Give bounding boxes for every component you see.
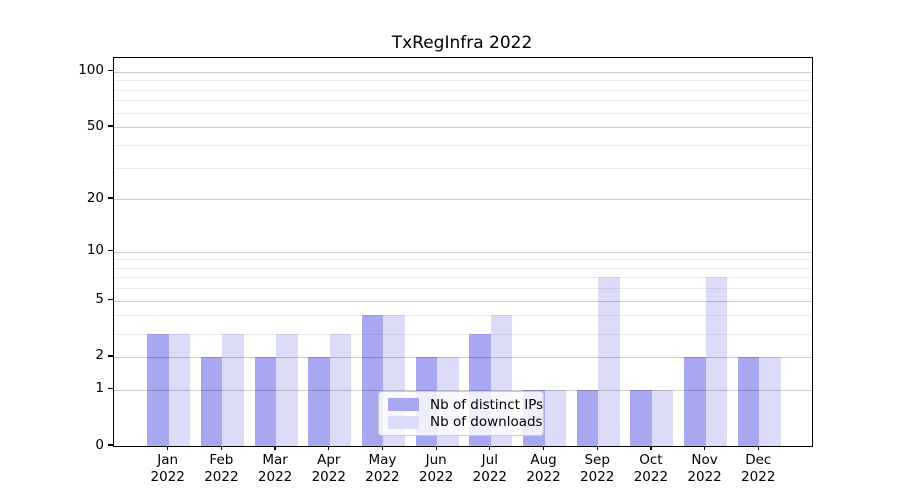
x-tick-mark (274, 445, 276, 450)
bar-downloads-feb (222, 333, 244, 446)
y-tick-mark (108, 299, 113, 301)
gridline-major (114, 356, 812, 358)
gridline-minor (114, 333, 812, 335)
bar-downloads-sep (598, 277, 620, 446)
bar-distinct-ips-dec (737, 356, 760, 446)
gridline-minor (114, 112, 812, 114)
x-tick-label: Nov 2022 (687, 452, 722, 485)
x-tick-mark (596, 445, 598, 450)
plot-area (113, 57, 813, 447)
bar-downloads-nov (705, 277, 728, 446)
x-tick-mark (757, 445, 759, 450)
legend-entry-distinct-ips: Nb of distinct IPs (388, 397, 543, 413)
x-tick-label: Jul 2022 (472, 452, 507, 485)
y-tick-mark (108, 125, 113, 127)
bar-downloads-oct (651, 389, 674, 446)
x-tick-label: Sep 2022 (580, 452, 615, 485)
y-tick-label: 100 (78, 62, 104, 79)
bar-downloads-apr (329, 333, 352, 446)
y-tick-label: 2 (95, 347, 104, 364)
x-tick-label: Oct 2022 (633, 452, 669, 485)
gridline-major (114, 71, 812, 73)
x-tick-mark (650, 445, 652, 450)
x-tick-label: Feb 2022 (204, 452, 239, 485)
gridline-major (114, 199, 812, 201)
x-tick-label: Jan 2022 (150, 452, 185, 485)
y-tick-mark (108, 197, 113, 199)
gridline-minor (114, 167, 812, 169)
legend-label-distinct-ips: Nb of distinct IPs (430, 396, 544, 413)
gridline-minor (114, 267, 812, 269)
x-tick-label: Aug 2022 (526, 452, 561, 485)
gridline-minor (114, 80, 812, 82)
y-tick-label: 5 (95, 291, 104, 308)
bar-distinct-ips-apr (308, 356, 330, 446)
y-tick-label: 20 (86, 189, 104, 206)
gridline-minor (114, 100, 812, 102)
gridline-minor (114, 315, 812, 317)
gridline-minor (114, 259, 812, 261)
legend-label-downloads: Nb of downloads (430, 414, 543, 431)
x-tick-label: Apr 2022 (311, 452, 346, 485)
y-tick-label: 0 (95, 436, 104, 453)
bar-downloads-aug (544, 389, 567, 446)
x-tick-label: Dec 2022 (741, 452, 776, 485)
gridline-major (114, 300, 812, 302)
bar-distinct-ips-feb (200, 356, 223, 446)
x-tick-label: Jun 2022 (418, 452, 454, 485)
gridline-minor (114, 144, 812, 146)
y-tick-mark (108, 388, 113, 390)
x-tick-mark (542, 445, 545, 450)
bar-distinct-ips-oct (630, 389, 652, 446)
y-tick-label: 1 (95, 380, 104, 397)
x-tick-mark (381, 445, 384, 450)
x-tick-mark (435, 445, 437, 450)
y-tick-label: 50 (86, 117, 104, 134)
gridline-major (114, 251, 812, 253)
chart-title: TxRegInfra 2022 (391, 33, 533, 53)
x-tick-mark (703, 445, 706, 450)
bar-distinct-ips-nov (684, 356, 706, 446)
bar-downloads-dec (759, 356, 781, 446)
x-tick-mark (489, 445, 491, 450)
legend-swatch-downloads (388, 415, 419, 429)
gridline-major (114, 389, 812, 391)
bar-distinct-ips-jan (147, 333, 169, 446)
x-tick-mark (167, 445, 169, 450)
bar-downloads-jan (168, 333, 191, 446)
gridline-minor (114, 277, 812, 279)
x-tick-mark (328, 445, 330, 450)
y-tick-mark (108, 70, 113, 72)
y-tick-mark (108, 249, 113, 252)
gridline-minor (114, 89, 812, 91)
legend-swatch-distinct-ips (388, 398, 419, 412)
bar-distinct-ips-mar (254, 356, 277, 446)
x-tick-mark (220, 445, 223, 450)
y-tick-label: 10 (86, 242, 104, 259)
y-tick-mark (108, 355, 113, 357)
legend: Nb of distinct IPs Nb of downloads (378, 391, 544, 436)
x-tick-label: May 2022 (365, 452, 400, 485)
x-tick-label: Mar 2022 (257, 452, 293, 485)
gridline-minor (114, 288, 812, 290)
gridline-major (114, 127, 812, 129)
bar-downloads-mar (276, 333, 298, 446)
legend-entry-downloads: Nb of downloads (388, 414, 543, 430)
bar-distinct-ips-sep (576, 389, 599, 446)
y-tick-mark (108, 444, 113, 446)
